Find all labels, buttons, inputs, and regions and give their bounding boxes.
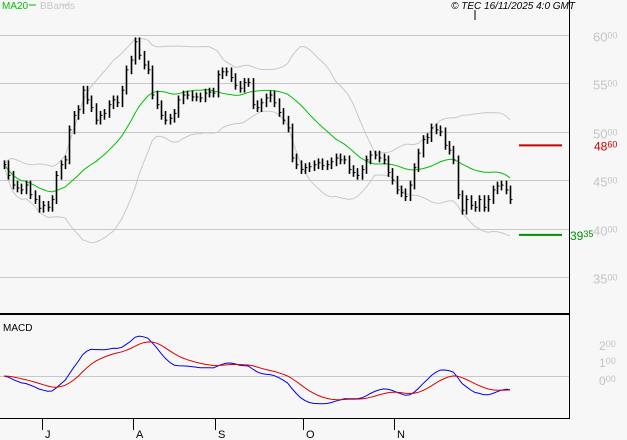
macd-tick-label: 100 — [599, 356, 616, 370]
y-tick-label: 5000 — [593, 127, 617, 142]
y-tick-label: 4000 — [593, 224, 617, 239]
legend-bbands: BBands — [40, 1, 75, 12]
macd-tick-label: 000 — [599, 374, 616, 388]
y-tick-label: 6000 — [593, 30, 617, 45]
macd-tick-label: 200 — [599, 339, 616, 353]
signal-line — [3, 341, 511, 401]
macd-lines — [3, 335, 511, 405]
ma20-line — [3, 89, 511, 193]
macd-axis: 200 100 000 — [599, 339, 616, 388]
copyright-text: © TEC 16/11/2025 4:0 GMT — [451, 1, 576, 12]
price-axis: 6000 5500 5000 4500 4000 3500 — [593, 30, 617, 287]
support-resistance-levels: 4860 3935 — [519, 139, 617, 243]
month-label: S — [218, 429, 225, 440]
month-label: O — [306, 429, 315, 440]
y-tick-label: 3500 — [593, 272, 617, 287]
y-tick-label: 4500 — [593, 175, 617, 190]
month-label: J — [45, 429, 51, 440]
support-label: 3935 — [570, 229, 593, 243]
ma20-line — [3, 89, 511, 193]
month-label: A — [136, 429, 144, 440]
bband-upper — [3, 38, 511, 168]
legend-ma20: MA20 — [2, 1, 29, 12]
panel-divider — [0, 313, 570, 315]
bollinger-bands — [3, 38, 511, 244]
y-tick-label: 5500 — [593, 78, 617, 93]
bband-lower — [3, 110, 511, 244]
month-label: N — [397, 429, 405, 440]
macd-line — [3, 335, 511, 405]
resistance-label: 4860 — [594, 139, 617, 153]
macd-title: MACD — [3, 323, 32, 334]
price-bars — [3, 37, 513, 215]
price-gridlines — [0, 35, 569, 278]
